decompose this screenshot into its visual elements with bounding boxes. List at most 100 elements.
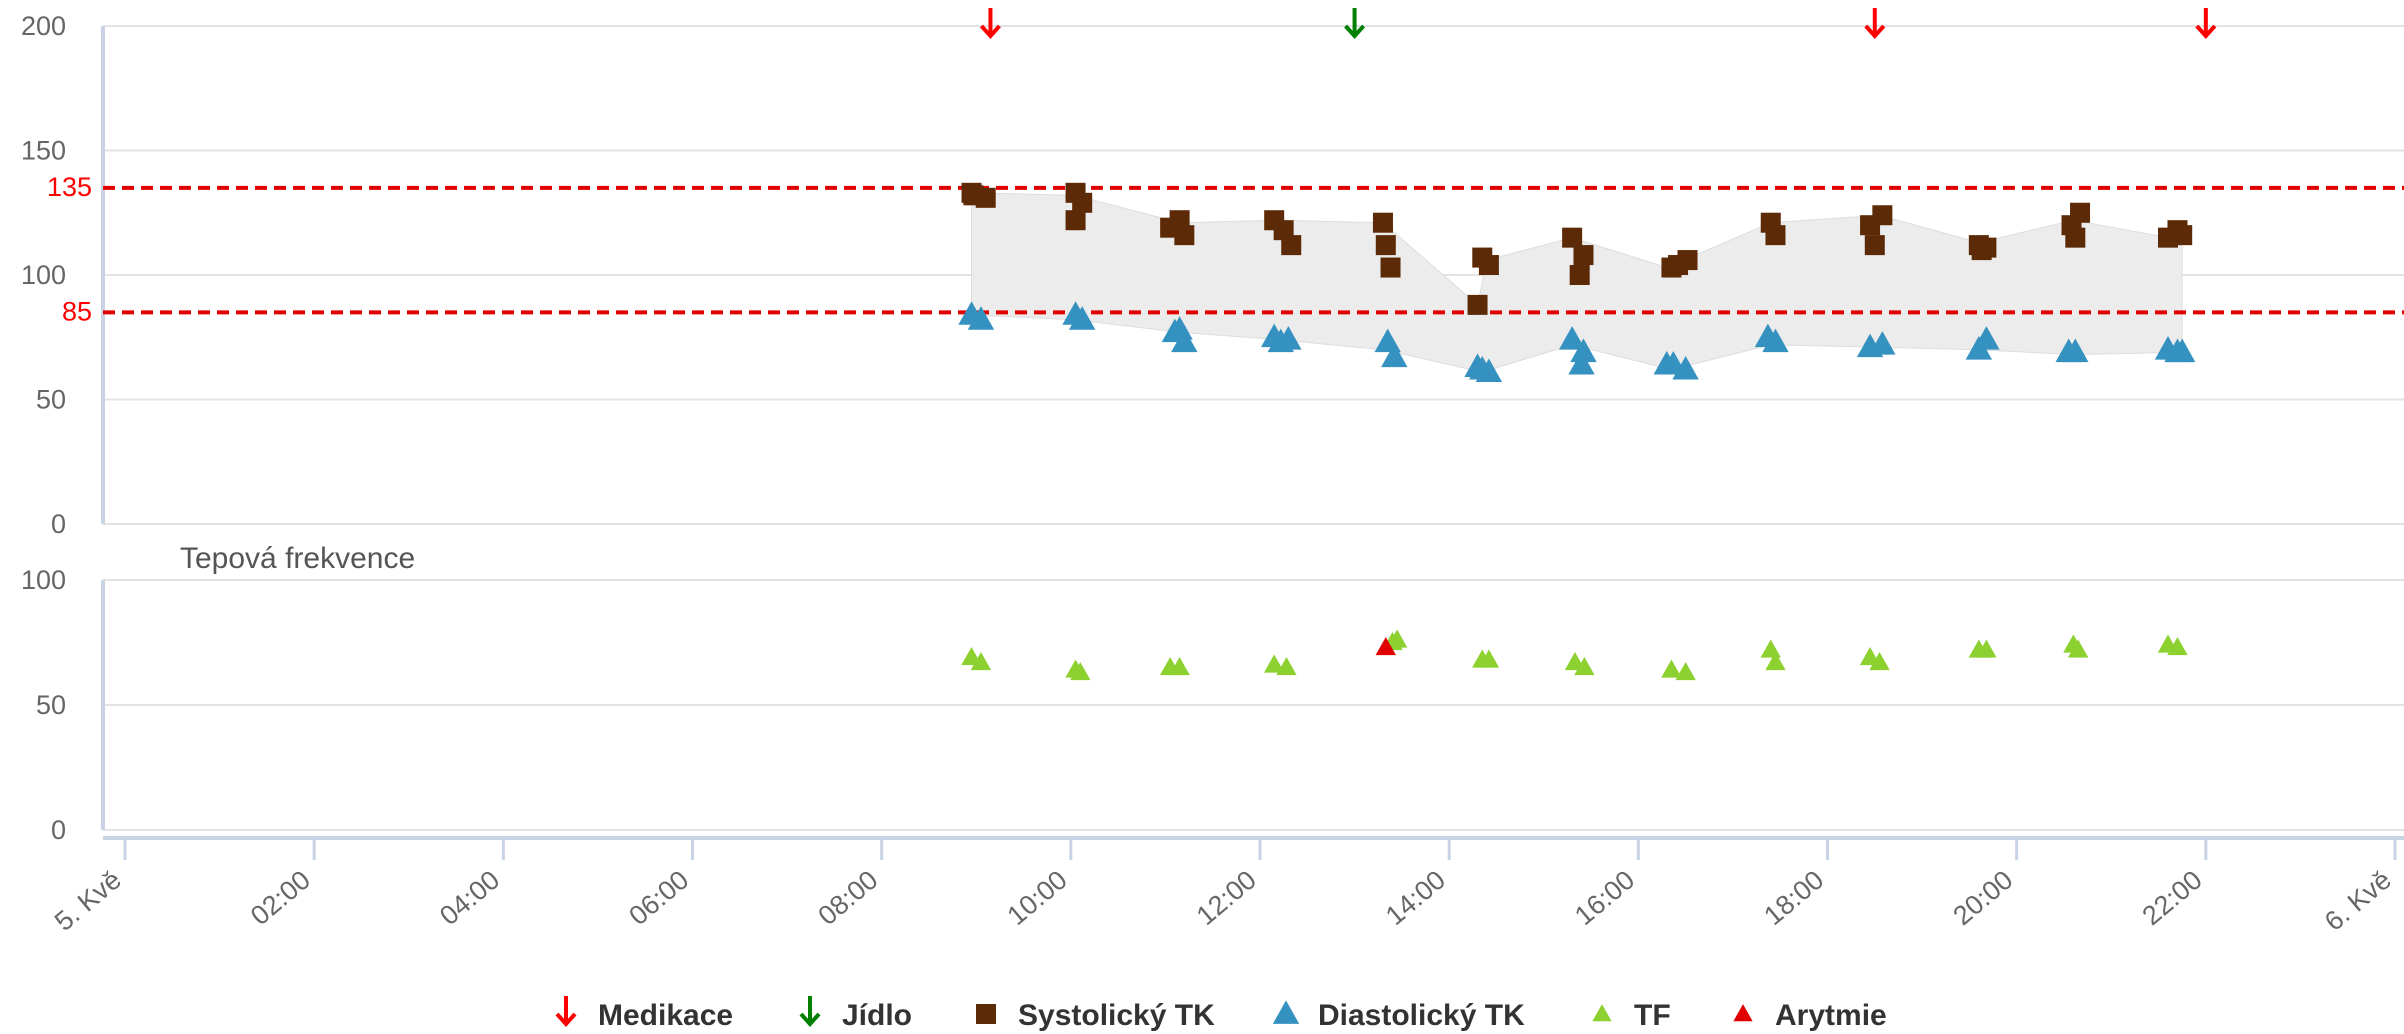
heart-rate-point (1765, 651, 1786, 671)
diastolic-point (1275, 326, 1302, 350)
y-tick-label: 100 (21, 565, 66, 595)
diastolic-point (967, 306, 995, 330)
systolic-point (1065, 210, 1086, 231)
triangle-icon (1272, 1000, 1300, 1024)
heart-rate-point (2167, 636, 2188, 656)
diastolic-point (1570, 338, 1597, 363)
diastolic-point (1672, 355, 1699, 380)
x-tick-label: 14:00 (1380, 865, 1451, 931)
threshold-label-85: 85 (62, 296, 92, 326)
heart-rate-point (1675, 661, 1696, 681)
legend-item-medikace: Medikace (555, 996, 733, 1032)
x-tick-label: 06:00 (623, 865, 694, 931)
legend-item-jídlo: Jídlo (799, 996, 912, 1032)
systolic-point (1573, 245, 1594, 266)
y-tick-label: 200 (21, 11, 66, 41)
arrow-head (555, 1012, 577, 1027)
diastolic-point (1568, 351, 1595, 375)
legend-label: Medikace (598, 999, 733, 1032)
medication-event-arrow (2195, 8, 2217, 39)
triangle-icon (1592, 1004, 1612, 1022)
legend: Medikace Jídlo Systolický TK Diastolický TK… (555, 996, 1887, 1032)
x-tick-label: 02:00 (245, 865, 316, 931)
heart-rate-point (2067, 639, 2089, 658)
systolic-point (1976, 237, 1997, 258)
diastolic-point (1475, 358, 1503, 383)
diastolic-point (1973, 326, 2000, 350)
systolic-point (1174, 225, 1195, 246)
legend-item-systolický-tk: Systolický TK (976, 999, 1215, 1032)
legend-label: Systolický TK (1018, 999, 1215, 1032)
heart-rate-point (1869, 651, 1890, 671)
x-tick-label: 16:00 (1569, 865, 1640, 931)
medication-event-arrow (979, 8, 1001, 39)
diastolic-point (1869, 331, 1896, 355)
x-tick-label: 6. Kvě (2319, 865, 2397, 937)
meal-event-arrow (1344, 8, 1366, 39)
systolic-point (1765, 225, 1786, 246)
arrow-head (1344, 24, 1366, 39)
systolic-point (1467, 294, 1488, 315)
y-tick-label: 0 (51, 509, 66, 539)
legend-item-arytmie: Arytmie (1733, 999, 1887, 1032)
heart-rate-point (1574, 656, 1595, 676)
x-tick-label: 5. Kvě (49, 865, 127, 937)
systolic-point (2065, 227, 2086, 248)
systolic-point (975, 187, 996, 208)
threshold-label-135: 135 (47, 172, 92, 202)
medication-event-arrow (1864, 8, 1886, 39)
legend-label: Arytmie (1775, 999, 1887, 1032)
systolic-point (1478, 255, 1499, 276)
diastolic-point (1068, 306, 1096, 330)
heart-rate-panel-title: Tepová frekvence (180, 542, 415, 575)
diastolic-point (2062, 338, 2089, 363)
systolic-point (1864, 235, 1885, 256)
square-icon (976, 1004, 996, 1024)
legend-label: Diastolický TK (1318, 999, 1525, 1032)
systolic-point (1372, 212, 1393, 233)
y-tick-label: 100 (21, 260, 66, 290)
arrow-down-icon (799, 996, 821, 1027)
systolic-point (1375, 235, 1396, 256)
arrow-down-icon (555, 996, 577, 1027)
x-tick-label: 04:00 (434, 865, 505, 931)
legend-label: Jídlo (842, 999, 912, 1032)
heart-rate-point (1760, 639, 1781, 658)
systolic-point (1562, 227, 1583, 248)
y-tick-label: 0 (51, 815, 66, 845)
systolic-point (1569, 265, 1590, 285)
arrhythmia-point (1375, 636, 1396, 656)
heart-rate-point (1386, 629, 1408, 648)
heart-rate-point (1276, 656, 1297, 676)
diastolic-point (2168, 338, 2196, 363)
heart-rate-point (1169, 656, 1190, 676)
x-tick-label: 12:00 (1191, 865, 1262, 931)
diastolic-point (1558, 326, 1586, 350)
systolic-point (1281, 235, 1302, 256)
diastolic-point (1381, 343, 1408, 368)
y-tick-label: 150 (21, 136, 66, 166)
diastolic-point (1762, 328, 1789, 353)
legend-item-diastolický-tk: Diastolický TK (1272, 999, 1525, 1032)
systolic-point (1872, 205, 1893, 226)
x-tick-label: 22:00 (2137, 865, 2208, 931)
heart-rate-point (1263, 654, 1285, 673)
arrow-head (979, 24, 1001, 39)
y-tick-label: 50 (36, 385, 66, 415)
systolic-point (1380, 257, 1401, 278)
systolic-point (1072, 192, 1093, 213)
arrow-head (799, 1012, 821, 1027)
x-tick-label: 18:00 (1758, 865, 1829, 931)
heart-rate-point (1478, 649, 1500, 668)
diastolic-point (1171, 328, 1198, 353)
x-tick-label: 08:00 (812, 865, 883, 931)
arrow-head (2195, 24, 2217, 39)
heart-rate-point (1661, 659, 1682, 678)
heart-rate-point (1976, 639, 1997, 658)
systolic-point (2070, 202, 2091, 223)
y-tick-label: 50 (36, 690, 66, 720)
systolic-point (1677, 250, 1698, 271)
x-tick-label: 10:00 (1002, 865, 1073, 931)
x-tick-label: 20:00 (1947, 865, 2018, 931)
